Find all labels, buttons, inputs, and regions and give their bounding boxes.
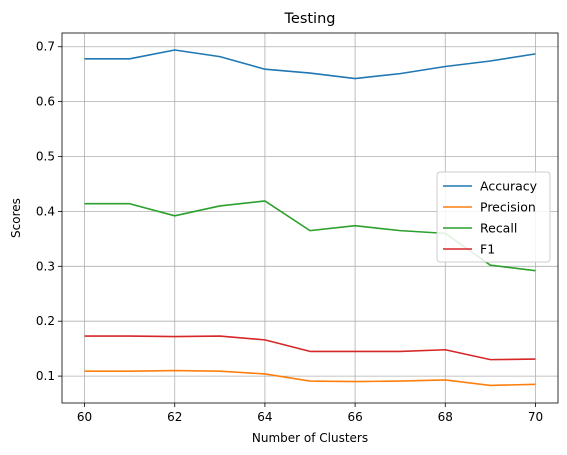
legend-label-accuracy: Accuracy bbox=[480, 179, 538, 194]
x-tick-label: 66 bbox=[347, 410, 362, 424]
y-tick-label: 0.7 bbox=[36, 40, 55, 54]
axis-ticks: 60 62 64 66 68 70 0.1 0.2 0.3 0.4 0.5 0.6 0.7 bbox=[36, 40, 543, 424]
legend-box bbox=[436, 171, 551, 263]
plot-frame bbox=[61, 32, 559, 404]
series-line-f1 bbox=[84, 335, 536, 361]
y-axis-label: Scores bbox=[9, 198, 23, 238]
series-line-precision bbox=[84, 369, 536, 387]
x-tick-label: 68 bbox=[438, 410, 453, 424]
y-tick-label: 0.5 bbox=[36, 150, 55, 164]
y-tick-label: 0.2 bbox=[36, 314, 55, 328]
x-axis-label: Number of Clusters bbox=[252, 431, 368, 445]
legend: Accuracy Precision Recall F1 bbox=[436, 171, 551, 263]
x-tick-label: 60 bbox=[77, 410, 92, 424]
chart-title: Testing bbox=[284, 11, 336, 27]
series-line-accuracy bbox=[84, 49, 536, 80]
y-tick-label: 0.3 bbox=[36, 259, 55, 273]
legend-label-f1: F1 bbox=[480, 242, 495, 257]
legend-label-recall: Recall bbox=[480, 221, 517, 236]
x-tick-label: 64 bbox=[257, 410, 272, 424]
legend-label-precision: Precision bbox=[480, 200, 536, 215]
y-tick-label: 0.6 bbox=[36, 95, 55, 109]
x-tick-label: 62 bbox=[167, 410, 182, 424]
y-tick-label: 0.4 bbox=[36, 204, 55, 218]
y-tick-label: 0.1 bbox=[36, 369, 55, 383]
x-tick-label: 70 bbox=[528, 410, 543, 424]
